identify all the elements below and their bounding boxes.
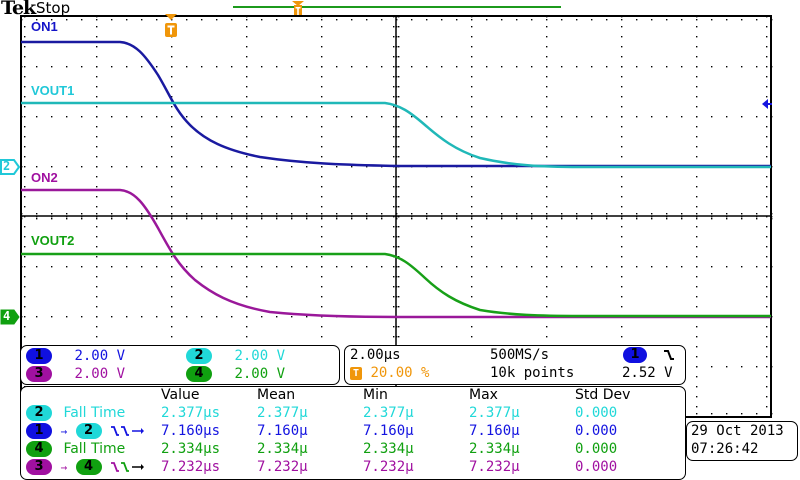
- measurement-std-dev: 0.000: [575, 459, 618, 475]
- measurement-mean: 2.334µ: [257, 441, 308, 457]
- ch3-scale-value: 2.00 V: [74, 366, 126, 382]
- ch4-trace-label: VOUT2: [31, 233, 75, 248]
- acquisition-status: Stop: [36, 0, 71, 17]
- ch4-scale-value: 2.00 V: [234, 366, 286, 382]
- measurement-max: 2.334µ: [469, 441, 520, 457]
- measurements-panel[interactable]: Value Mean Min Max Std Dev 2 Fall Time 2…: [20, 386, 686, 480]
- horizontal-trigger-panel[interactable]: 2.00µs 500MS/s T 20.00 % 10k points 1 2.…: [344, 345, 686, 385]
- date-label: 29 Oct 2013: [691, 423, 784, 439]
- channel-scale-panel[interactable]: 1 2.00 V 3 2.00 V 2 2.00 V 4 2.00 V: [20, 345, 340, 385]
- measurement-label-ch3-ch4-delay[interactable]: 3 → 4: [26, 459, 144, 475]
- ch2-marker-icon: [0, 159, 20, 175]
- header-mean: Mean: [257, 387, 296, 403]
- measurement-std-dev: 0.000: [575, 441, 618, 457]
- ch4-scale[interactable]: 4 2.00 V: [186, 366, 285, 382]
- measurement-label-ch4-fall[interactable]: 4 Fall Time: [26, 441, 125, 457]
- trigger-position-value: 20.00 %: [370, 365, 430, 381]
- ch3-waveform: [21, 188, 771, 319]
- record-length: 10k points: [490, 365, 575, 381]
- delay-fall-fall-icon: [110, 426, 144, 436]
- measurement-std-dev: 0.000: [575, 405, 618, 421]
- trigger-position-marker-icon[interactable]: [164, 14, 178, 38]
- ch4-waveform: [21, 252, 771, 318]
- measurement-name: Fall Time: [63, 405, 126, 421]
- time-per-division: 2.00µs: [350, 347, 401, 363]
- ch4-badge: 4: [26, 441, 52, 457]
- ch2-ground-marker[interactable]: 2: [0, 159, 20, 175]
- trigger-source[interactable]: 1: [623, 347, 675, 363]
- ch2-scale[interactable]: 2 2.00 V: [186, 348, 285, 364]
- ch4-badge: 4: [75, 459, 102, 475]
- measurement-min: 7.232µ: [363, 459, 414, 475]
- record-view-bar: [233, 6, 561, 8]
- tek-logo: Tek: [1, 0, 36, 19]
- ch2-badge: 2: [75, 423, 102, 439]
- measurement-min: 7.160µ: [363, 423, 414, 439]
- ch3-badge: 3: [26, 366, 52, 382]
- datetime-panel: 29 Oct 2013 07:26:42: [686, 421, 798, 461]
- measurement-std-dev: 0.000: [575, 423, 618, 439]
- ch2-waveform: [21, 101, 771, 169]
- arrow-right-icon: →: [60, 461, 68, 474]
- ch1-badge: 1: [26, 423, 52, 439]
- measurement-min: 2.334µ: [363, 441, 414, 457]
- time-label: 07:26:42: [691, 441, 759, 457]
- trigger-level-arrow-icon: [762, 99, 768, 109]
- ch1-badge: 1: [26, 348, 52, 364]
- measurement-value: 2.377µs: [161, 405, 221, 421]
- header-std-dev: Std Dev: [575, 387, 631, 403]
- ch3-scale[interactable]: 3 2.00 V: [26, 366, 125, 382]
- measurement-max: 2.377µ: [469, 405, 520, 421]
- measurement-label-ch2-fall[interactable]: 2 Fall Time: [26, 405, 125, 421]
- measurement-max: 7.160µ: [469, 423, 520, 439]
- ch2-scale-value: 2.00 V: [234, 348, 286, 364]
- ch3-trace-label: ON2: [31, 170, 58, 185]
- measurement-mean: 2.377µ: [257, 405, 308, 421]
- ch2-badge: 2: [186, 348, 212, 364]
- header-min: Min: [363, 387, 388, 403]
- ch1-scale-value: 2.00 V: [74, 348, 126, 364]
- trigger-level: 2.52 V: [622, 365, 673, 381]
- measurement-mean: 7.232µ: [257, 459, 308, 475]
- arrow-right-icon: →: [60, 425, 68, 438]
- trigger-source-badge: 1: [623, 347, 647, 363]
- measurement-value: 7.160µs: [161, 423, 221, 439]
- header-max: Max: [469, 387, 498, 403]
- ch4-badge: 4: [186, 366, 212, 382]
- measurement-mean: 7.160µ: [257, 423, 308, 439]
- falling-edge-icon: [664, 350, 675, 360]
- ch1-waveform: [21, 40, 771, 168]
- ch2-trace-label: VOUT1: [31, 83, 75, 98]
- measurement-label-ch1-ch2-delay[interactable]: 1 → 2: [26, 423, 144, 439]
- measurement-max: 7.232µ: [469, 459, 520, 475]
- header-value: Value: [161, 387, 200, 403]
- trigger-position-icon: T: [350, 366, 362, 380]
- sample-rate: 500MS/s: [490, 347, 550, 363]
- measurement-value: 2.334µs: [161, 441, 221, 457]
- measurement-min: 2.377µ: [363, 405, 414, 421]
- trigger-position: T 20.00 %: [350, 365, 429, 381]
- delay-fall-fall-icon: [110, 462, 144, 472]
- ch2-badge: 2: [26, 405, 52, 421]
- ch3-badge: 3: [26, 459, 52, 475]
- ch1-trace-label: ON1: [31, 19, 58, 34]
- measurement-value: 7.232µs: [161, 459, 221, 475]
- ch4-ground-marker[interactable]: 4: [0, 309, 20, 325]
- measurement-name: Fall Time: [63, 441, 126, 457]
- record-trigger-marker-icon: [292, 1, 304, 16]
- ch4-marker-icon: [0, 309, 20, 325]
- ch1-scale[interactable]: 1 2.00 V: [26, 348, 125, 364]
